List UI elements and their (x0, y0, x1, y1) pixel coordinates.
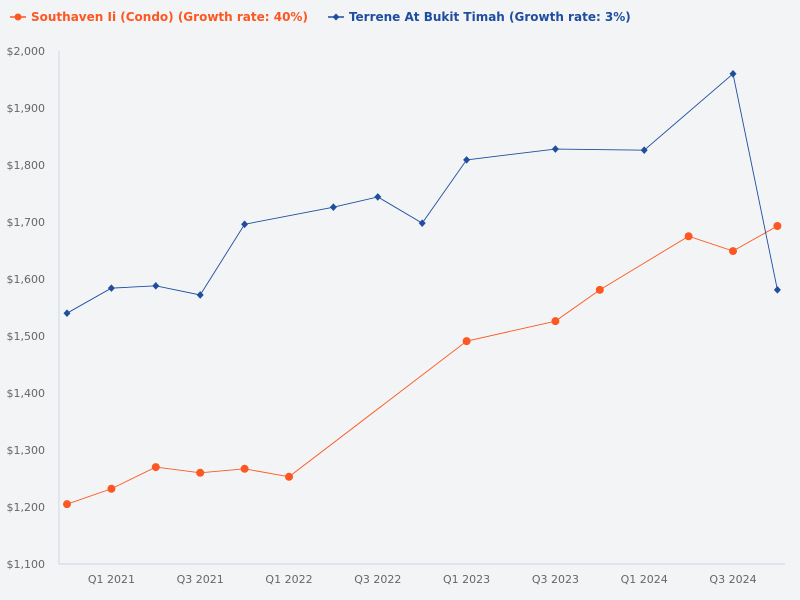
y-tick-label: $1,400 (7, 387, 46, 400)
circle-marker-icon (10, 13, 26, 21)
y-tick-label: $1,200 (7, 501, 46, 514)
data-point (463, 156, 471, 164)
legend-label: Terrene At Bukit Timah (Growth rate: 3%) (348, 10, 631, 24)
data-point (329, 203, 337, 211)
data-point (640, 146, 648, 154)
x-tick-label: Q3 2021 (177, 573, 224, 586)
data-point (285, 472, 293, 481)
data-point (729, 70, 737, 78)
y-tick-label: $1,300 (7, 444, 46, 457)
y-tick-label: $1,900 (7, 102, 46, 115)
y-tick-label: $1,600 (7, 273, 46, 286)
series-line-0 (66, 225, 778, 505)
data-point (196, 291, 204, 299)
data-point (729, 247, 737, 256)
legend-item-terrene[interactable]: Terrene At Bukit Timah (Growth rate: 3%) (327, 10, 631, 24)
x-tick-label: Q1 2023 (443, 573, 490, 586)
x-tick-label: Q3 2022 (354, 573, 401, 586)
data-point (107, 484, 116, 493)
data-point (107, 284, 115, 292)
data-point (240, 464, 249, 473)
series-line-1 (66, 72, 778, 314)
x-tick-label: Q3 2023 (532, 573, 579, 586)
data-point (595, 285, 604, 294)
data-point (462, 337, 471, 346)
y-tick-label: $2,000 (7, 45, 46, 58)
data-point (152, 282, 160, 290)
data-point (551, 317, 560, 326)
data-point (63, 309, 71, 317)
y-tick-label: $1,700 (7, 216, 46, 229)
data-point (63, 500, 71, 509)
data-point (241, 220, 249, 229)
legend-item-southaven[interactable]: Southaven Ii (Condo) (Growth rate: 40%) (10, 10, 308, 24)
data-point (773, 286, 781, 294)
data-point (374, 193, 382, 201)
y-tick-label: $1,800 (7, 159, 46, 172)
x-tick-label: Q1 2022 (265, 573, 312, 586)
legend: Southaven Ii (Condo) (Growth rate: 40%) … (10, 10, 631, 24)
data-point (684, 232, 693, 241)
x-tick-label: Q1 2021 (88, 573, 135, 586)
x-tick-label: Q1 2024 (621, 573, 668, 586)
data-point (418, 219, 426, 227)
data-point (151, 463, 160, 472)
y-tick-label: $1,100 (7, 558, 46, 571)
y-tick-label: $1,500 (7, 330, 46, 343)
legend-label: Southaven Ii (Condo) (Growth rate: 40%) (31, 10, 308, 24)
x-tick-label: Q3 2024 (709, 573, 756, 586)
data-point (196, 468, 205, 477)
diamond-marker-icon (327, 13, 344, 21)
data-point (773, 221, 782, 230)
data-point (551, 145, 559, 153)
